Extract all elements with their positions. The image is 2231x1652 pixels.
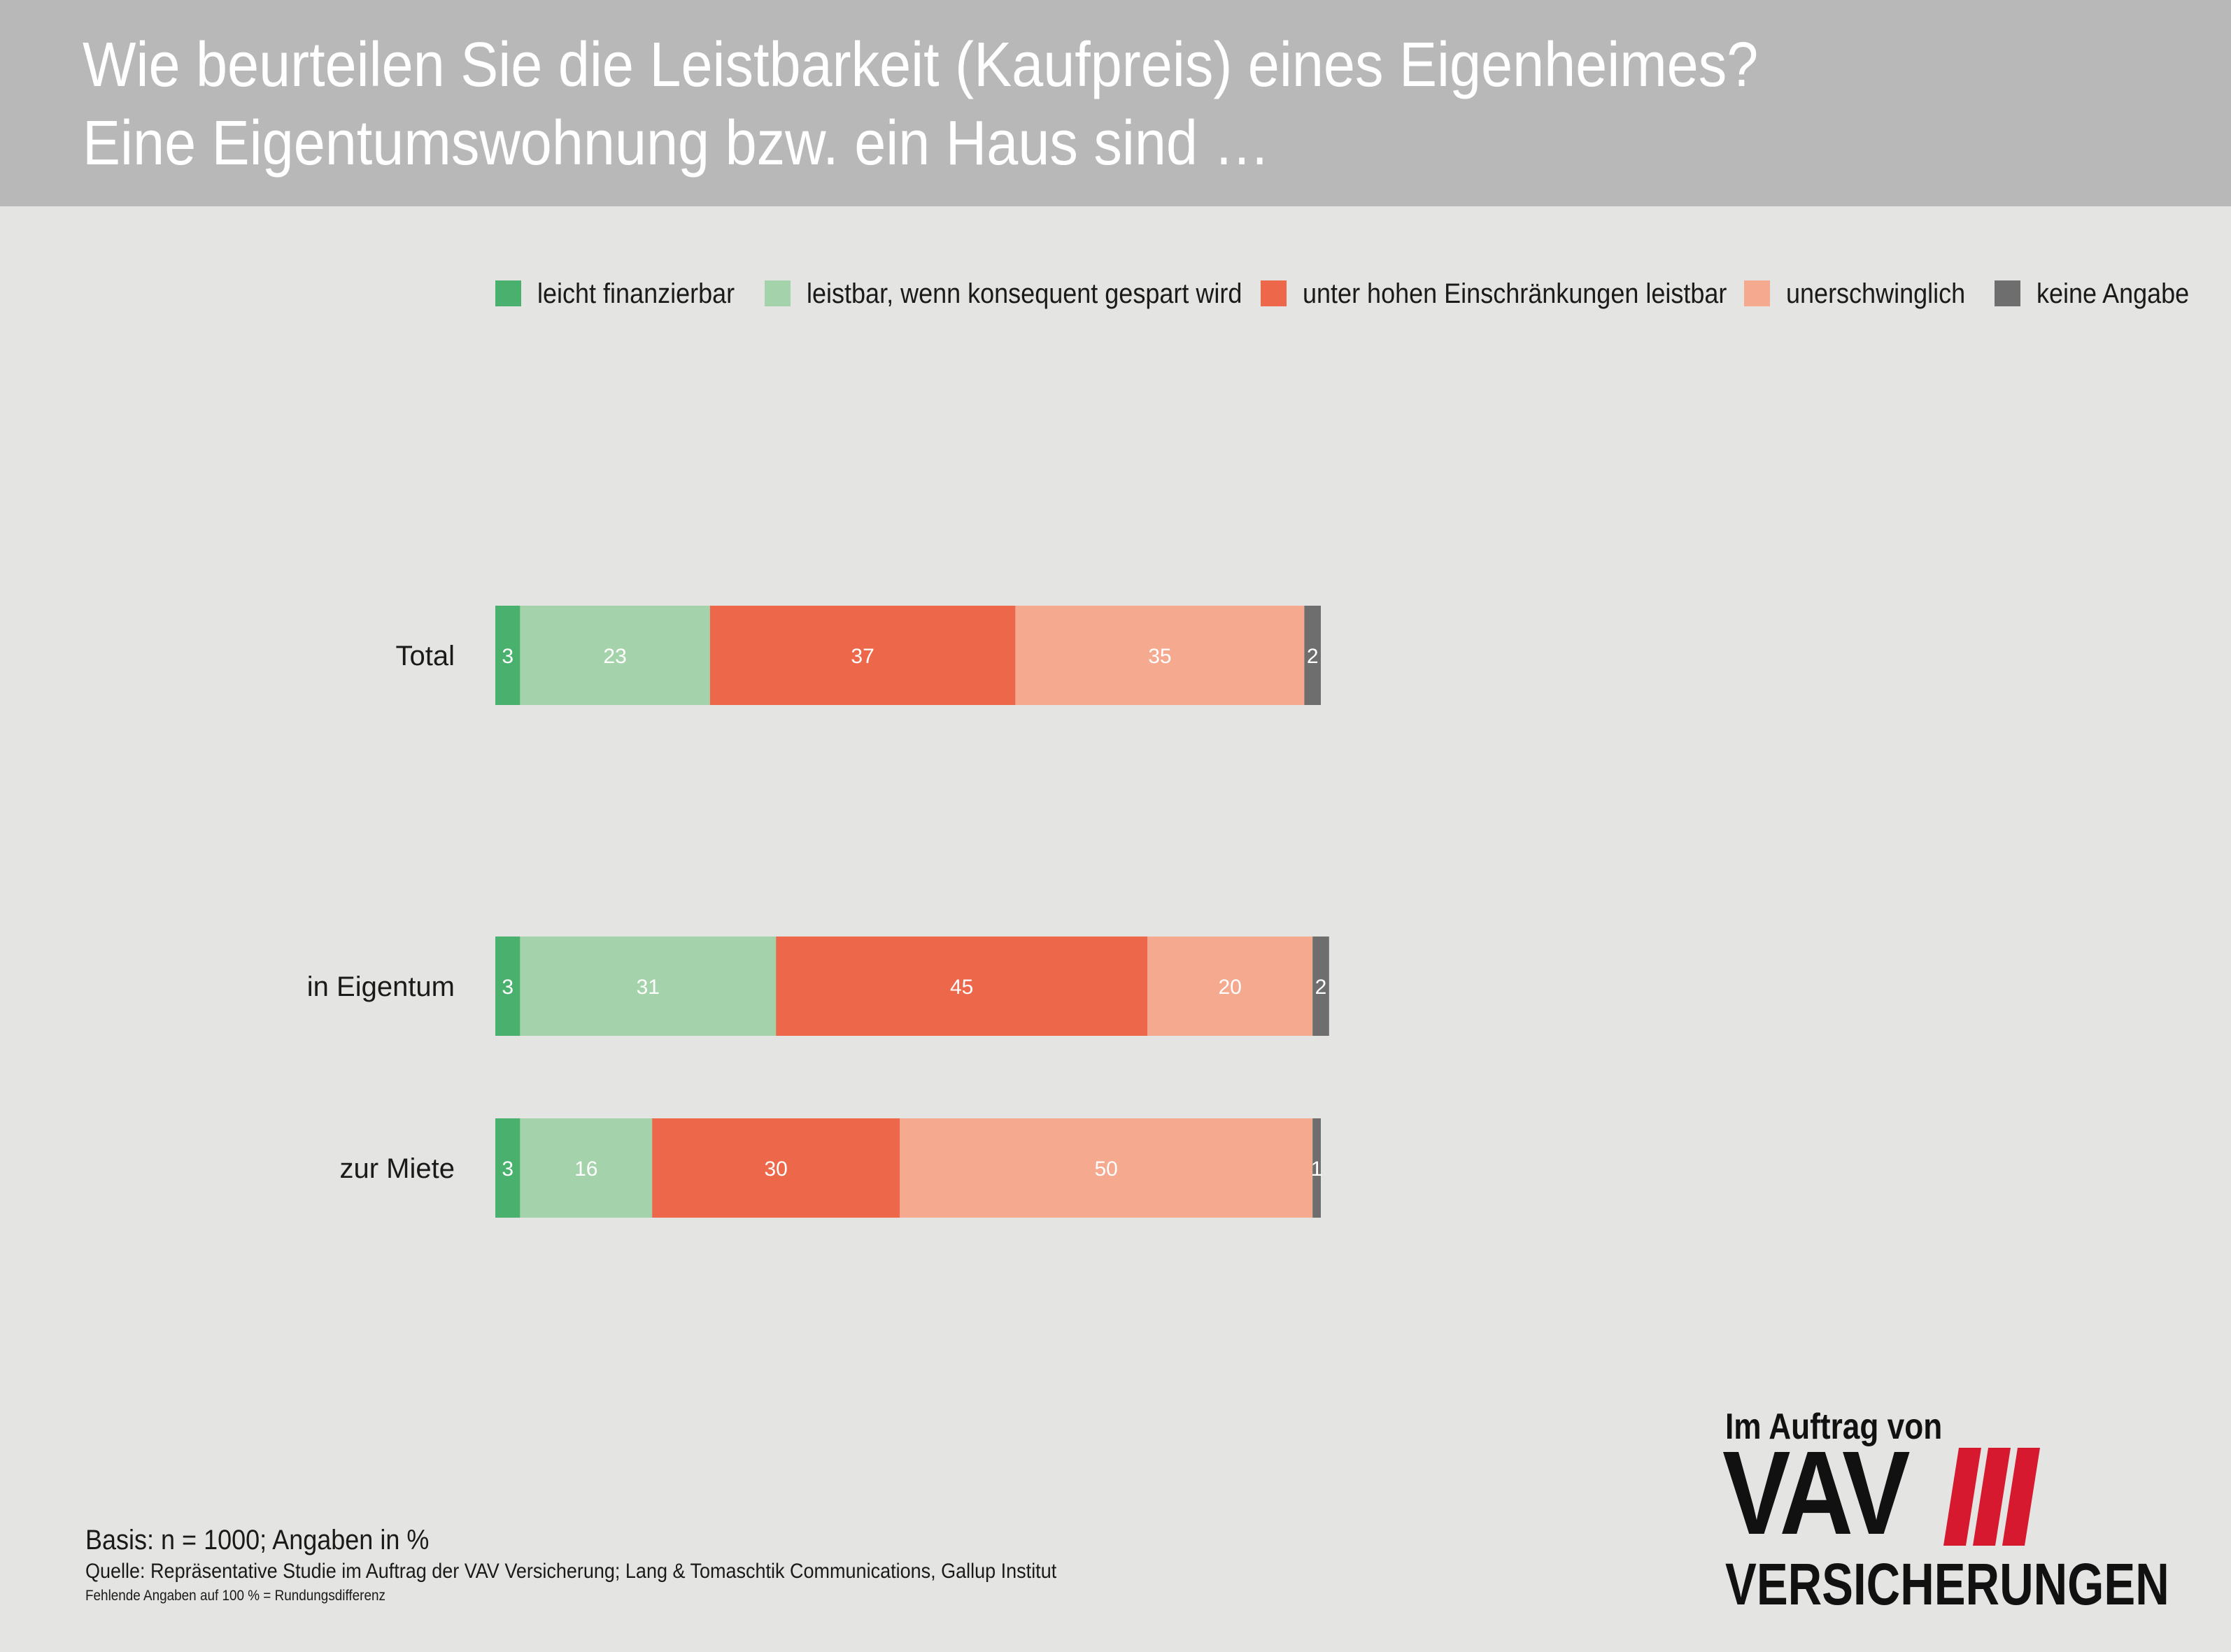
- legend-label: leistbar, wenn konsequent gespart wird: [807, 278, 1242, 309]
- data-label: 45: [950, 976, 973, 999]
- data-label: 35: [1148, 645, 1171, 668]
- data-label: 50: [1095, 1158, 1118, 1181]
- bar-segment: [1015, 606, 1305, 705]
- category-label: in Eigentum: [307, 971, 455, 1002]
- bar-segment: [495, 606, 520, 705]
- data-label: 30: [765, 1158, 788, 1181]
- legend: leicht finanzierbar leistbar, wenn konse…: [0, 278, 2231, 309]
- category-label: Total: [396, 641, 455, 671]
- vav-logo: Im Auftrag von VAV VERSICHERUNGEN: [1722, 1406, 2187, 1617]
- footer-source: Quelle: Repräsentative Studie im Auftrag…: [85, 1560, 1057, 1583]
- bar-segment: [1312, 937, 1329, 1036]
- footer-basis: Basis: n = 1000; Angaben in %: [85, 1525, 430, 1555]
- data-label: 3: [502, 645, 514, 668]
- bar-segment: [1304, 606, 1321, 705]
- bar-segment: [520, 1118, 653, 1218]
- bar-segment: [520, 606, 710, 705]
- legend-label: unerschwinglich: [1786, 278, 1966, 309]
- data-label: 2: [1315, 976, 1327, 999]
- bar-row-in-eigentum: in Eigentum 3 31 45 20 2: [307, 937, 1329, 1036]
- legend-swatch: [1995, 280, 2020, 306]
- logo-commission-text: Im Auftrag von: [1725, 1407, 1943, 1447]
- logo-brand: VAV: [1722, 1427, 1911, 1560]
- legend-swatch: [765, 280, 791, 306]
- bar-segment: [520, 937, 777, 1036]
- data-label: 31: [637, 976, 660, 999]
- data-label: 3: [502, 976, 514, 999]
- legend-swatch: [495, 280, 521, 306]
- bar-row-zur-miete: zur Miete 3 16 30 50 1: [340, 1118, 1323, 1218]
- legend-label: keine Angabe: [2037, 278, 2190, 309]
- logo-versicherungen: VERSICHERUNGEN: [1725, 1551, 2169, 1617]
- bar-segment: [652, 1118, 900, 1218]
- data-label: 16: [574, 1158, 597, 1181]
- bar-segment: [900, 1118, 1313, 1218]
- category-label: zur Miete: [340, 1153, 455, 1184]
- legend-swatch: [1261, 280, 1287, 306]
- legend-label: unter hohen Einschränkungen leistbar: [1303, 278, 1727, 309]
- footer-note: Fehlende Angaben auf 100 % = Rundungsdif…: [85, 1588, 385, 1604]
- data-label: 1: [1311, 1158, 1323, 1181]
- chart-title-line1: Wie beurteilen Sie die Leistbarkeit (Kau…: [83, 30, 1759, 100]
- header-banner: Wie beurteilen Sie die Leistbarkeit (Kau…: [0, 0, 2231, 206]
- data-label: 3: [502, 1158, 514, 1181]
- bar-segment: [495, 1118, 520, 1218]
- bar-segment: [776, 937, 1148, 1036]
- bar-segment: [709, 606, 1016, 705]
- bar-segment: [1147, 937, 1313, 1036]
- data-label: 20: [1219, 976, 1242, 999]
- legend-label: leicht finanzierbar: [537, 278, 735, 309]
- bar-row-total: Total 3 23 37 35 2: [396, 606, 1321, 705]
- logo-stripes-icon: [1943, 1448, 2040, 1546]
- data-label: 23: [603, 645, 626, 668]
- bar-segment: [495, 937, 520, 1036]
- data-label: 2: [1307, 645, 1319, 668]
- bar-segment: [1312, 1118, 1321, 1218]
- data-label: 37: [851, 645, 874, 668]
- legend-swatch: [1744, 280, 1770, 306]
- chart-title-line2: Eine Eigentumswohnung bzw. ein Haus sind…: [83, 108, 1270, 178]
